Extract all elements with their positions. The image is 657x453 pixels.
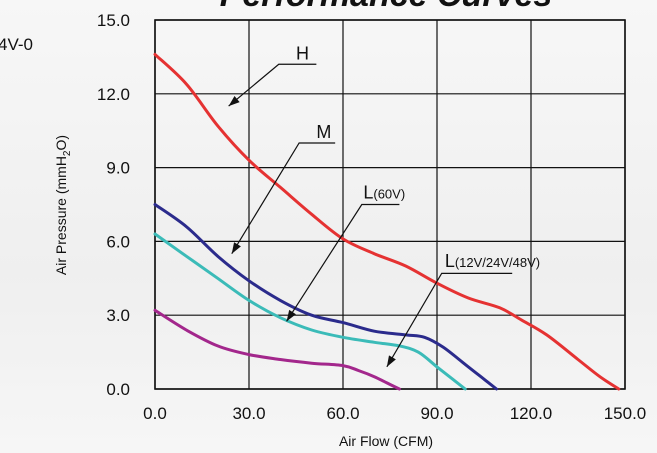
- y-tick-label-0: 0.0: [106, 380, 130, 399]
- callout-leader-1: [231, 142, 336, 255]
- callout-label-1: M: [316, 122, 331, 142]
- y-axis-label-end: O): [53, 135, 69, 151]
- series-lines: [153, 52, 621, 391]
- y-axis-label: Air Pressure (mmH2O): [53, 135, 73, 275]
- callout-arrowhead-2: [286, 309, 296, 322]
- grid: [154, 19, 626, 390]
- x-tick-label-4: 120.0: [510, 404, 553, 423]
- callout-leader-2: [286, 203, 400, 322]
- series-line-1: [153, 203, 498, 391]
- x-axis-label: Air Flow (CFM): [339, 433, 433, 449]
- series-line-2: [153, 232, 467, 391]
- callout-leader-0: [228, 63, 317, 107]
- y-axis-label-sub: 2: [62, 150, 73, 156]
- callout-label-0: H: [296, 43, 309, 63]
- callout-arrowhead-0: [228, 95, 240, 107]
- callout-arrowhead-1: [231, 242, 241, 254]
- y-tick-label-4: 12.0: [97, 85, 130, 104]
- y-tick-label-3: 9.0: [106, 159, 130, 178]
- series-line-0: [153, 52, 621, 391]
- chart-title: Performance Curves: [220, 0, 553, 14]
- y-tick-label-5: 15.0: [97, 11, 130, 30]
- callout-label-2: L(60V): [363, 182, 405, 202]
- x-tick-label-2: 60.0: [326, 404, 359, 423]
- callout-label-3: L(12V/24V/48V): [445, 251, 540, 271]
- series-callouts: H M L(60V) L(12V/24V/48V): [228, 43, 540, 368]
- x-tick-label-3: 90.0: [420, 404, 453, 423]
- y-tick-label-2: 6.0: [106, 232, 130, 251]
- y-tick-label-1: 3.0: [106, 306, 130, 325]
- series-line-3: [153, 308, 401, 391]
- corner-label: 4V-0: [0, 35, 33, 54]
- x-tick-label-5: 150.0: [604, 404, 647, 423]
- callout-arrowhead-3: [386, 355, 396, 367]
- y-axis-label-main: Air Pressure (mmH: [53, 156, 69, 275]
- x-tick-label-0: 0.0: [143, 404, 167, 423]
- tick-labels: 0.0 30.0 60.0 90.0 120.0 150.0 0.0 3.0 6.0 9.0 12.…: [97, 11, 646, 423]
- x-tick-label-1: 30.0: [232, 404, 265, 423]
- callout-leader-3: [386, 272, 513, 368]
